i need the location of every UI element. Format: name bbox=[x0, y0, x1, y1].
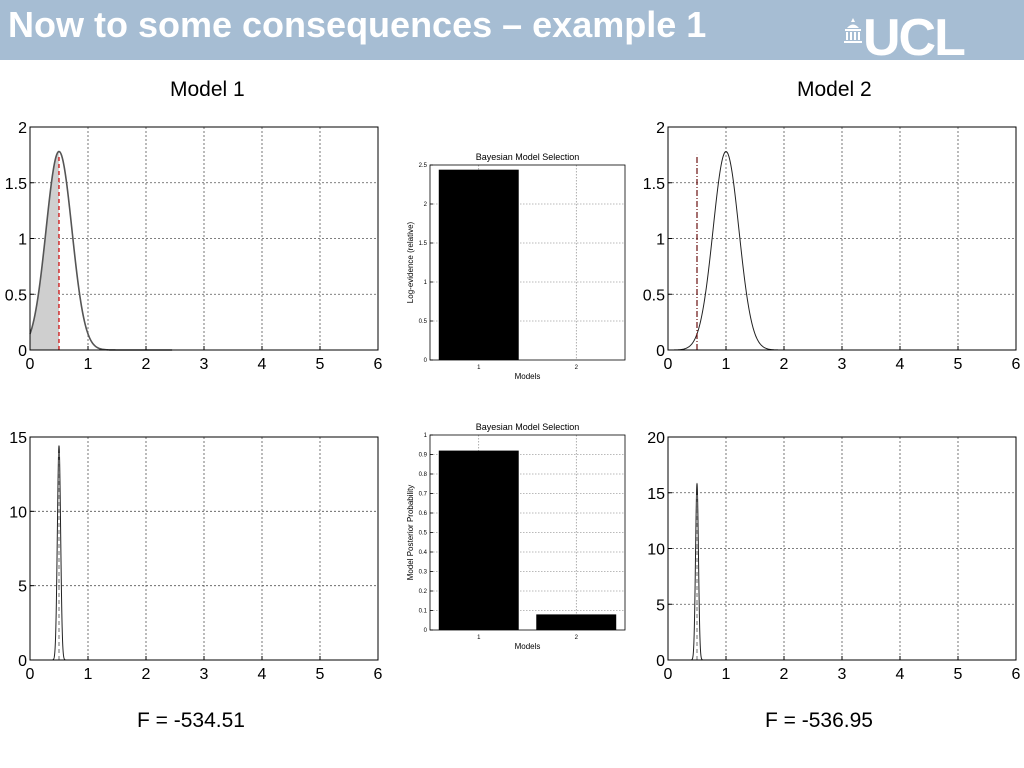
y-tick-label: 1 bbox=[424, 433, 428, 439]
bar-chart-ylabel: Model Posterior Probability bbox=[406, 485, 415, 581]
bar-chart-xlabel: Models bbox=[515, 642, 541, 651]
x-tick-label: 5 bbox=[316, 666, 325, 683]
log-evidence-bar-chart: 0 0.5 1 1.5 2 2.5 1 2 Bayesian Model Selection Mo… bbox=[406, 152, 626, 381]
x-tick-label: 5 bbox=[954, 666, 963, 683]
x-tick-label: 2 bbox=[142, 356, 151, 373]
y-tick-label: 15 bbox=[9, 430, 27, 447]
y-tick-label: 0 bbox=[18, 653, 27, 670]
y-tick-label: 0.4 bbox=[419, 550, 428, 556]
x-tick-label: 3 bbox=[838, 666, 847, 683]
slide-header: Now to some consequences – example 1 UCL bbox=[0, 0, 1024, 67]
x-tick-label: 5 bbox=[954, 356, 963, 373]
y-tick-label: 0.2 bbox=[419, 589, 428, 595]
bar-chart-title: Bayesian Model Selection bbox=[476, 422, 580, 432]
x-tick-label: 3 bbox=[200, 666, 209, 683]
y-tick-label: 0.3 bbox=[419, 570, 428, 576]
y-tick-label: 0.5 bbox=[419, 531, 428, 537]
x-tick-label: 3 bbox=[200, 356, 209, 373]
y-tick-label: 1.5 bbox=[5, 176, 27, 193]
y-tick-label: 1 bbox=[18, 232, 27, 249]
y-tick-label: 0.9 bbox=[419, 453, 428, 459]
model-1-posterior-plot: 0 1 2 3 4 5 6 0 5 10 15 bbox=[9, 430, 383, 683]
x-tick-label: 3 bbox=[838, 356, 847, 373]
y-tick-label: 0.5 bbox=[643, 287, 665, 304]
x-tick-label: 6 bbox=[374, 356, 383, 373]
x-tick-label: 0 bbox=[26, 666, 35, 683]
x-tick-label: 4 bbox=[896, 666, 905, 683]
x-tick-label: 1 bbox=[722, 356, 731, 373]
x-tick-label: 1 bbox=[477, 635, 481, 641]
slide-title: Now to some consequences – example 1 bbox=[8, 4, 707, 45]
bar-chart-xlabel: Models bbox=[515, 372, 541, 381]
model-1-free-energy: F = -534.51 bbox=[137, 709, 245, 732]
x-tick-label: 0 bbox=[664, 356, 673, 373]
x-tick-label: 2 bbox=[575, 635, 579, 641]
y-tick-label: 10 bbox=[9, 504, 27, 521]
ucl-portico-icon bbox=[844, 18, 862, 43]
y-tick-label: 2 bbox=[18, 120, 27, 137]
y-tick-label: 0 bbox=[424, 358, 428, 364]
model-1-prior-plot: 0 1 2 3 4 5 6 0 0.5 1 1.5 2 bbox=[5, 120, 383, 373]
x-tick-label: 2 bbox=[142, 666, 151, 683]
y-tick-label: 5 bbox=[18, 579, 27, 596]
bar-model-1 bbox=[438, 169, 519, 360]
x-tick-label: 1 bbox=[84, 666, 93, 683]
y-tick-label: 0 bbox=[656, 343, 665, 360]
y-tick-label: 1.5 bbox=[643, 176, 665, 193]
x-tick-label: 4 bbox=[896, 356, 905, 373]
x-tick-label: 5 bbox=[316, 356, 325, 373]
bar-chart-title: Bayesian Model Selection bbox=[476, 152, 580, 162]
y-tick-label: 0 bbox=[656, 653, 665, 670]
y-tick-label: 20 bbox=[647, 430, 665, 447]
y-tick-label: 2.5 bbox=[419, 163, 428, 169]
y-tick-label: 2 bbox=[656, 120, 665, 137]
x-tick-label: 4 bbox=[258, 356, 267, 373]
axes-frame bbox=[429, 164, 626, 361]
y-tick-label: 5 bbox=[656, 597, 665, 614]
y-tick-label: 0.7 bbox=[419, 492, 428, 498]
x-tick-label: 0 bbox=[26, 356, 35, 373]
y-tick-label: 0.5 bbox=[5, 287, 27, 304]
x-tick-label: 6 bbox=[1012, 356, 1021, 373]
ucl-logo-text: UCL bbox=[863, 9, 966, 67]
ucl-logo: UCL bbox=[843, 9, 1003, 67]
x-tick-label: 1 bbox=[84, 356, 93, 373]
y-tick-label: 1 bbox=[424, 280, 428, 286]
x-tick-label: 2 bbox=[575, 365, 579, 371]
model-2-posterior-plot: 0 1 2 3 4 5 6 0 5 10 15 20 bbox=[647, 430, 1021, 683]
posterior-probability-bar-chart: 0 0.1 0.2 0.3 0.4 0.5 0.6 0.7 0.8 0.9 1 1 2 Bayesian … bbox=[406, 422, 626, 651]
x-tick-label: 4 bbox=[258, 666, 267, 683]
x-tick-label: 2 bbox=[780, 356, 789, 373]
x-tick-label: 1 bbox=[722, 666, 731, 683]
y-tick-label: 0.5 bbox=[419, 319, 428, 325]
bar-model-2 bbox=[536, 614, 617, 630]
y-tick-label: 0.1 bbox=[419, 609, 428, 615]
y-tick-label: 0.6 bbox=[419, 511, 428, 517]
y-tick-label: 0 bbox=[18, 343, 27, 360]
model-2-prior-plot: 0 1 2 3 4 5 6 0 0.5 1 1.5 2 bbox=[643, 120, 1021, 373]
bar-chart-ylabel: Log-evidence (relative) bbox=[406, 221, 415, 303]
y-tick-label: 2 bbox=[424, 202, 428, 208]
model-1-label: Model 1 bbox=[170, 78, 245, 101]
x-tick-label: 6 bbox=[374, 666, 383, 683]
bar-model-1 bbox=[438, 450, 519, 630]
model-2-free-energy: F = -536.95 bbox=[765, 709, 873, 732]
y-tick-label: 1 bbox=[656, 232, 665, 249]
y-tick-label: 10 bbox=[647, 542, 665, 559]
y-tick-label: 0.8 bbox=[419, 472, 428, 478]
x-tick-label: 0 bbox=[664, 666, 673, 683]
x-tick-label: 6 bbox=[1012, 666, 1021, 683]
model-2-label: Model 2 bbox=[797, 78, 872, 101]
y-tick-label: 0 bbox=[424, 628, 428, 634]
x-tick-label: 1 bbox=[477, 365, 481, 371]
x-tick-label: 2 bbox=[780, 666, 789, 683]
y-tick-label: 15 bbox=[647, 486, 665, 503]
y-tick-label: 1.5 bbox=[419, 241, 428, 247]
